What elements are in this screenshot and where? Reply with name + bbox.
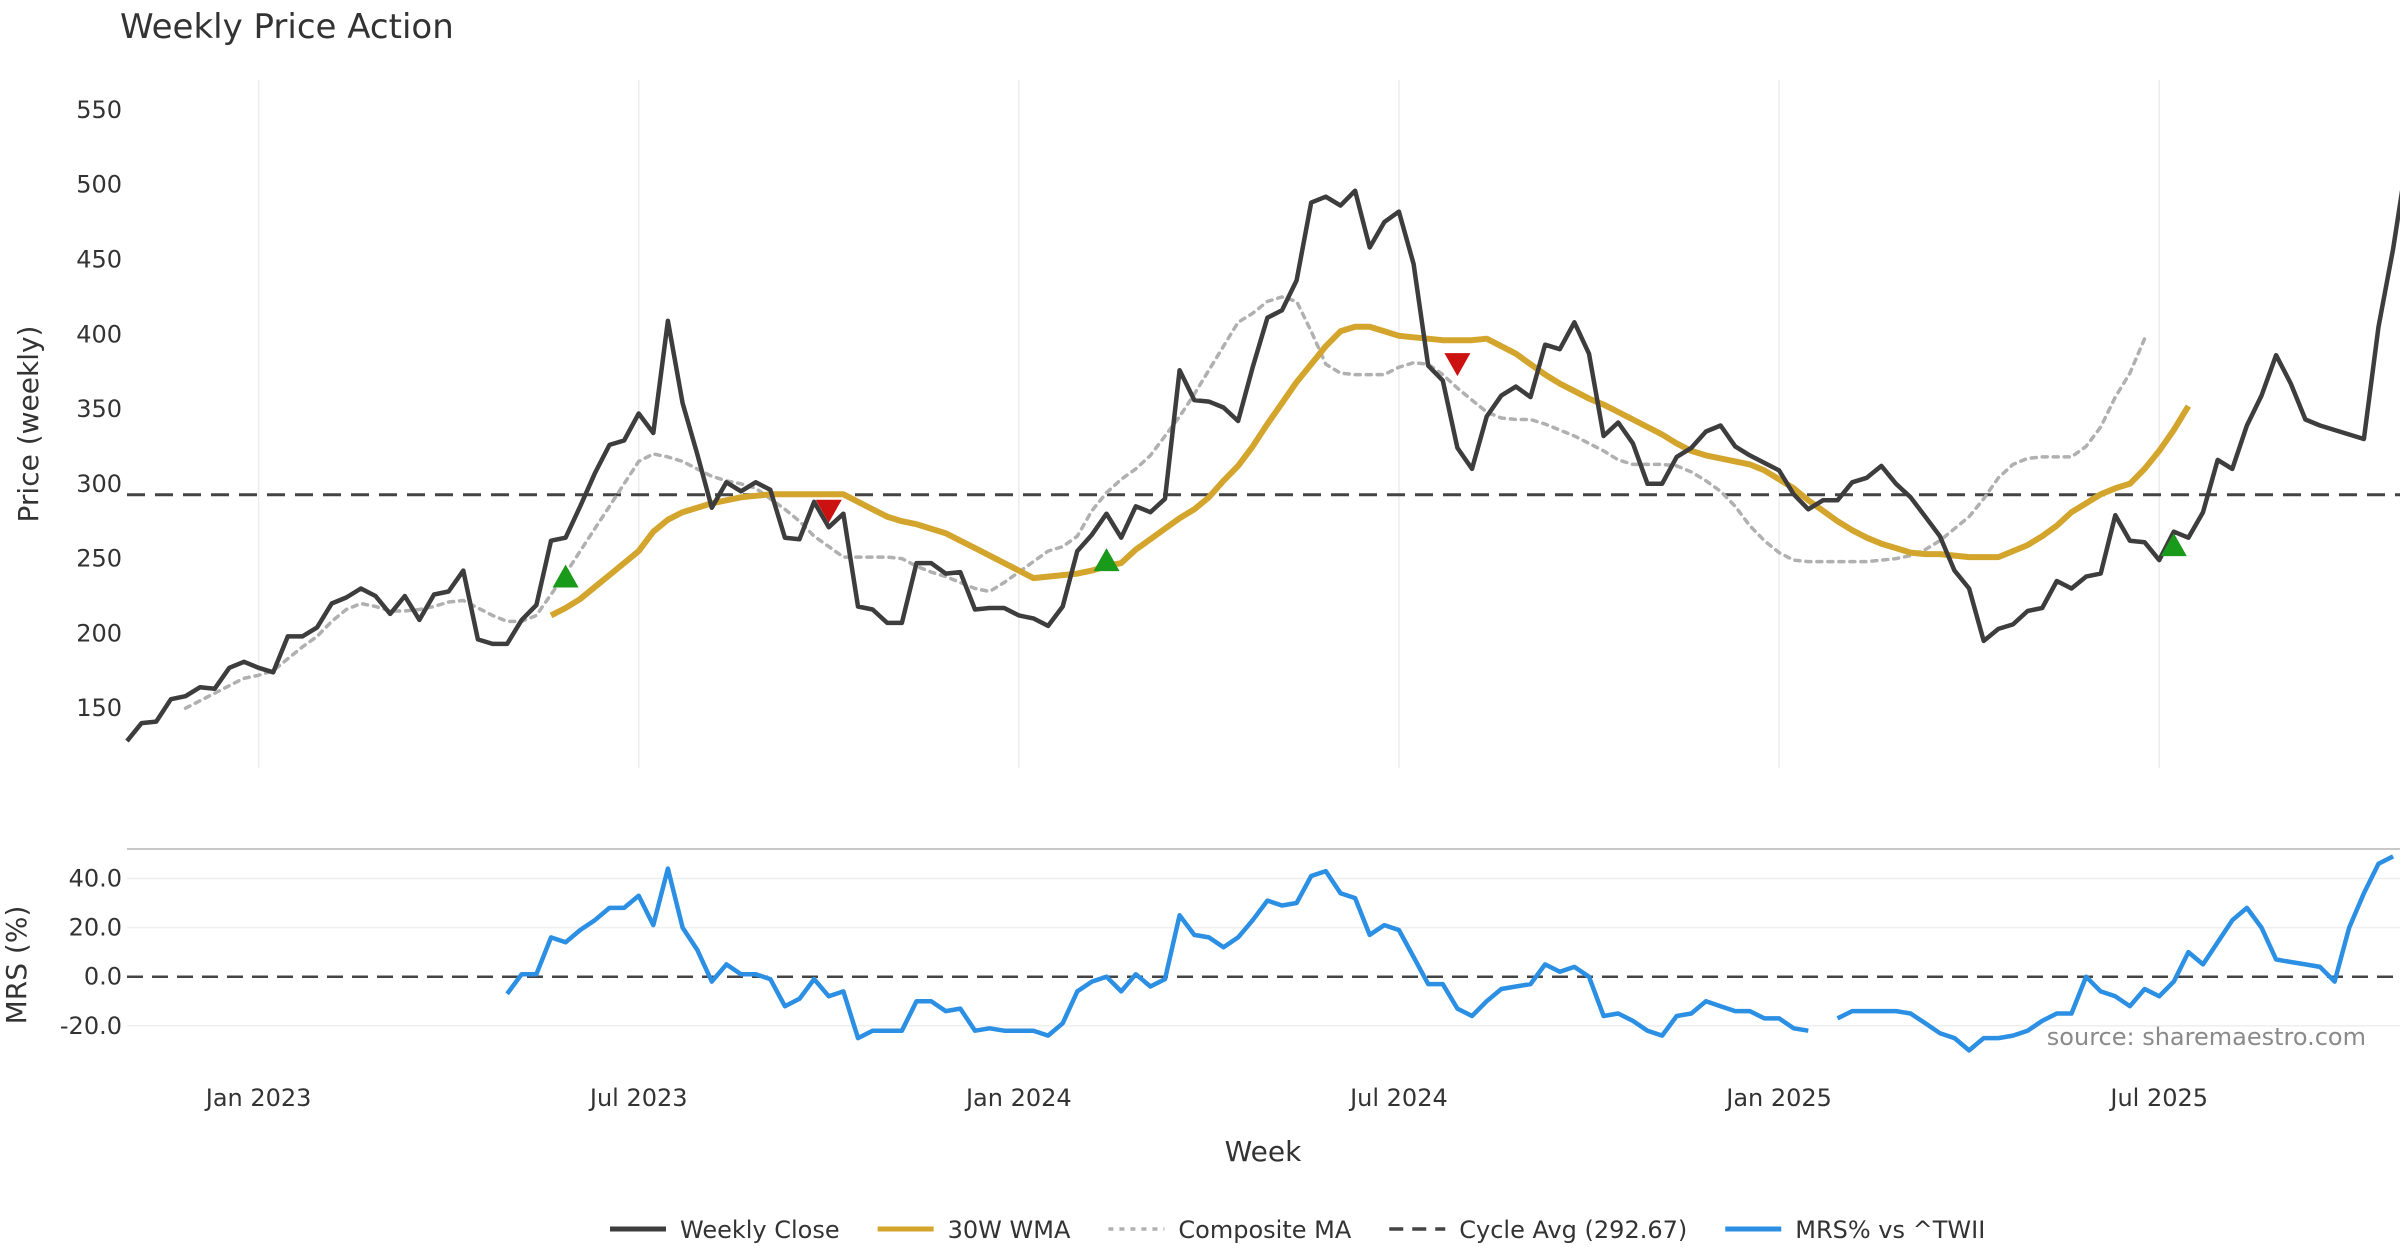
weekly-close-line (125, 188, 2400, 743)
price-y-tick-label: 500 (76, 171, 122, 199)
price-gridlines (257, 80, 2160, 768)
legend-label: Weekly Close (680, 1216, 840, 1244)
chart-title: Weekly Price Action (120, 7, 454, 47)
legend-item: Composite MA (1108, 1216, 1352, 1244)
price-y-tick-label: 300 (76, 470, 122, 498)
price-y-tick-label: 450 (76, 246, 122, 274)
mrs-y-tick-label: 20.0 (69, 914, 122, 942)
price-y-tick-label: 400 (76, 320, 122, 348)
buy-signal-marker (552, 564, 579, 588)
wma30-line (549, 323, 2191, 619)
signal-markers (552, 353, 2187, 588)
x-tick-label: Jan 2024 (964, 1084, 1072, 1112)
chart-legend: Weekly Close 30W WMA Composite MA Cycle Avg… (610, 1216, 1985, 1244)
price-y-axis-label: Price (weekly) (12, 326, 45, 523)
mrs-y-ticks: 40.0 20.0 0.0 -20.0 (60, 865, 122, 1040)
x-tick-label: Jul 2023 (588, 1084, 688, 1112)
legend-item: Cycle Avg (292.67) (1389, 1216, 1687, 1244)
composite-ma-line (183, 295, 2147, 710)
x-tick-label: Jul 2025 (2108, 1084, 2208, 1112)
mrs-line (505, 854, 2395, 1053)
sell-signal-marker (1444, 353, 1471, 377)
mrs-gridlines (127, 877, 2400, 1027)
sell-signal-marker (815, 499, 842, 523)
mrs-y-tick-label: 0.0 (84, 963, 122, 991)
price-y-tick-label: 250 (76, 545, 122, 573)
legend-label: MRS% vs ^TWII (1795, 1216, 1985, 1244)
x-axis-label: Week (1225, 1135, 1302, 1168)
legend-item: MRS% vs ^TWII (1725, 1216, 1985, 1244)
mrs-series (505, 854, 2395, 1053)
mrs-y-tick-label: 40.0 (69, 865, 122, 893)
price-y-tick-label: 150 (76, 694, 122, 722)
legend-item: 30W WMA (877, 1216, 1071, 1244)
x-tick-label: Jan 2023 (204, 1084, 312, 1112)
x-axis-ticks: Jan 2023 Jul 2023 Jan 2024 Jul 2024 Jan 2025… (204, 1084, 2208, 1112)
x-tick-label: Jan 2025 (1724, 1084, 1832, 1112)
legend-label: Composite MA (1178, 1216, 1351, 1244)
mrs-y-axis-label: MRS (%) (0, 906, 33, 1025)
price-y-tick-label: 200 (76, 619, 122, 647)
source-credit: source: sharemaestro.com (2047, 1023, 2366, 1051)
buy-signal-marker (1093, 548, 1120, 572)
x-tick-label: Jul 2024 (1348, 1084, 1448, 1112)
price-series (125, 188, 2400, 743)
price-y-tick-label: 350 (76, 395, 122, 423)
legend-label: Cycle Avg (292.67) (1459, 1216, 1687, 1244)
legend-item: Weekly Close (610, 1216, 840, 1244)
price-y-ticks: 150 200 250 300 350 400 450 500 550 (76, 96, 122, 722)
legend-label: 30W WMA (948, 1216, 1071, 1244)
price-y-tick-label: 550 (76, 96, 122, 124)
mrs-y-tick-label: -20.0 (60, 1012, 122, 1040)
buy-signal-marker (2160, 533, 2187, 557)
